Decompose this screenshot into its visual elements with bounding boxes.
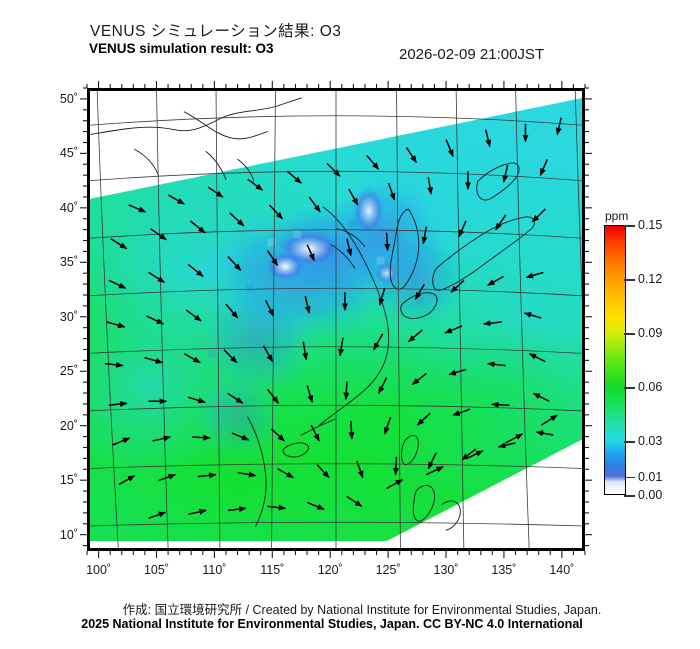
lat-tick-20: 20˚ <box>59 418 78 433</box>
colorbar-tick-0.06: 0.06 <box>638 380 663 394</box>
lon-tick-105: 105˚ <box>143 563 169 577</box>
lon-tick-135: 135˚ <box>491 563 517 577</box>
map-plot-area <box>87 88 585 551</box>
colorbar-tick-mark-0.15 <box>624 225 635 227</box>
colorbar-tick-mark-0.12 <box>624 279 635 281</box>
lat-tick-30: 30˚ <box>59 309 78 324</box>
graticule-overlay <box>89 90 583 549</box>
lat-tick-35: 35˚ <box>59 255 78 270</box>
colorbar-tick-mark-0.09 <box>624 333 635 335</box>
colorbar-unit-label: ppm <box>605 209 629 223</box>
colorbar-tick-0.09: 0.09 <box>638 326 663 340</box>
lon-tick-140: 140˚ <box>549 563 575 577</box>
colorbar-tick-mark-0.01 <box>624 476 635 479</box>
lon-tick-100: 100˚ <box>86 563 112 577</box>
footer-license: 2025 National Institute for Environmenta… <box>81 617 583 631</box>
colorbar-tick-0.00: 0.00 <box>638 488 663 502</box>
lon-tick-110: 110˚ <box>202 563 227 577</box>
wind-vector-overlay <box>104 117 562 519</box>
colorbar-tick-0.12: 0.12 <box>638 272 663 286</box>
lon-tick-130: 130˚ <box>433 563 459 577</box>
lon-tick-125: 125˚ <box>375 563 401 577</box>
lon-tick-115: 115˚ <box>260 563 285 577</box>
coastline-overlay <box>89 97 535 531</box>
lat-tick-50: 50˚ <box>59 91 78 106</box>
colorbar-tick-0.15: 0.15 <box>638 218 663 232</box>
timestamp-label: 2026-02-09 21:00JST <box>399 46 545 63</box>
colorbar-tick-mark-0.06 <box>624 387 635 389</box>
lat-tick-15: 15˚ <box>59 473 78 488</box>
colorbar-tick-0.03: 0.03 <box>638 434 663 448</box>
lat-tick-45: 45˚ <box>59 146 78 161</box>
model-grid-texture <box>208 218 425 358</box>
page-title-japanese: VENUS シミュレーション結果: O3 <box>90 23 342 40</box>
lat-tick-10: 10˚ <box>59 527 78 542</box>
colorbar-gradient <box>604 225 626 495</box>
colorbar-tick-mark-0.00 <box>624 495 635 497</box>
colorbar-tick-0.01: 0.01 <box>638 469 663 484</box>
footer-credit: 作成: 国立環境研究所 / Created by National Instit… <box>122 603 602 617</box>
lat-tick-40: 40˚ <box>59 200 78 215</box>
map-canvas <box>89 90 583 549</box>
colorbar <box>604 225 626 495</box>
lon-tick-120: 120˚ <box>317 563 343 577</box>
lat-tick-25: 25˚ <box>59 364 78 379</box>
colorbar-tick-mark-0.03 <box>624 441 635 443</box>
page-title-english: VENUS simulation result: O3 <box>89 41 274 56</box>
